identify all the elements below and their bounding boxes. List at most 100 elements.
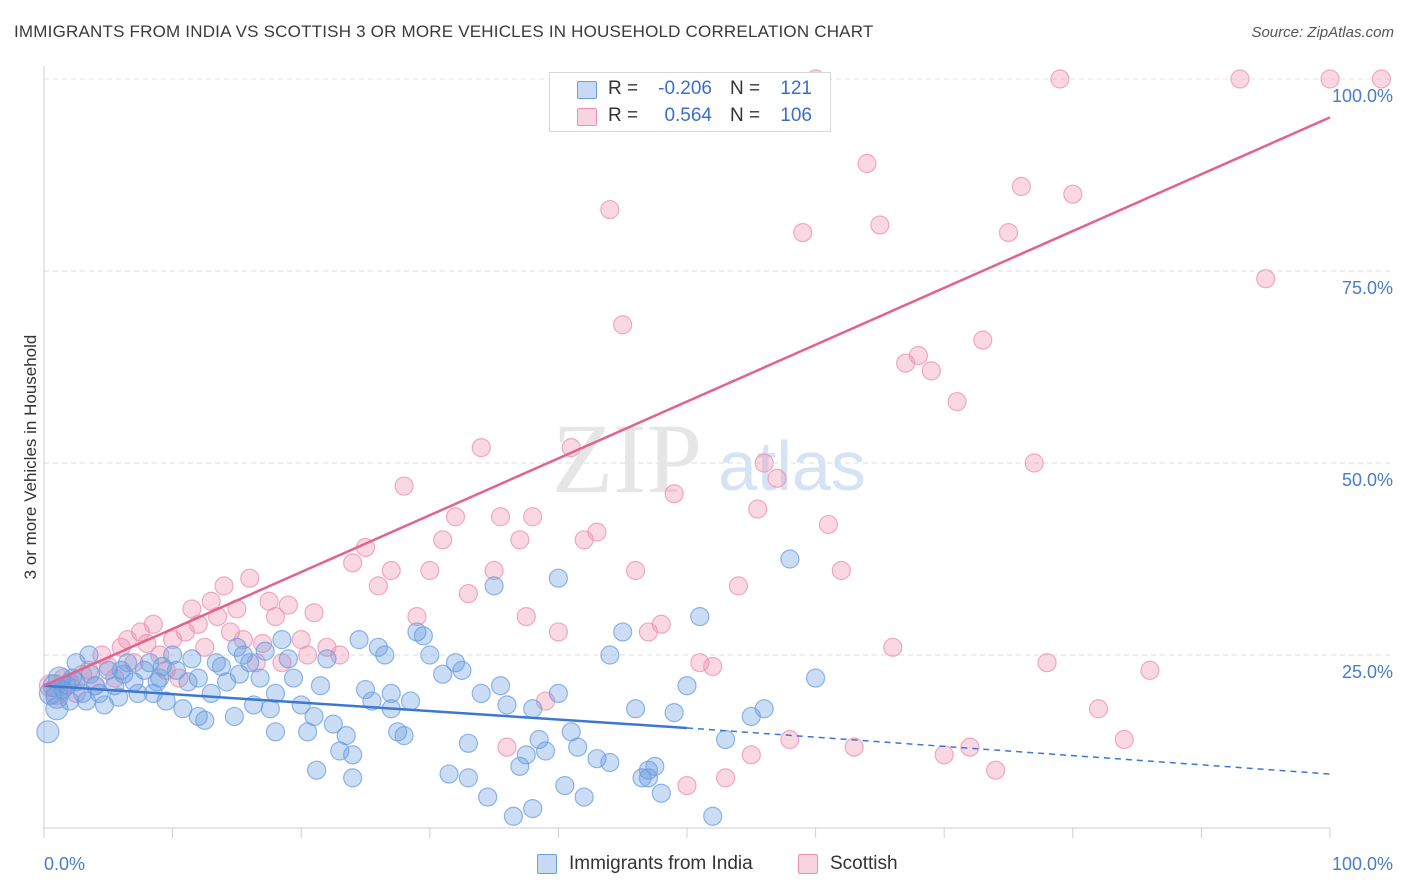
scottish-point: [253, 633, 273, 654]
scottish-point: [818, 514, 839, 535]
legend-n-label: N =: [730, 105, 761, 126]
india-point: [805, 668, 826, 688]
legend-swatch-scottish: [577, 108, 597, 126]
scottish-point: [484, 560, 504, 581]
india-point: [278, 649, 298, 669]
scottish-point: [1371, 69, 1392, 89]
scottish-point: [143, 614, 163, 634]
india-point: [458, 768, 478, 788]
india-point: [780, 549, 800, 569]
axes: [43, 66, 1331, 838]
scottish-point: [754, 453, 774, 473]
grid-lines: [44, 78, 1392, 656]
y-tick-label: 75.0%: [1342, 278, 1393, 298]
scottish-point: [471, 438, 491, 458]
scottish-point: [368, 576, 388, 596]
india-point: [690, 606, 710, 627]
india-point: [178, 672, 198, 692]
india-point: [433, 664, 453, 684]
india-point: [664, 702, 684, 723]
india-point: [715, 729, 736, 750]
scottish-trend-line: [43, 116, 1331, 687]
legend-row-scottish: R = 0.564 N = 106: [550, 103, 830, 129]
india-point: [452, 660, 472, 680]
india-point: [368, 637, 388, 657]
scottish-point: [497, 737, 517, 757]
scottish-point: [831, 560, 851, 581]
india-point: [188, 706, 208, 727]
india-point: [349, 630, 369, 650]
india-point: [233, 645, 253, 665]
legend-r-label: R =: [608, 78, 639, 99]
india-point: [394, 726, 414, 746]
india-point: [503, 806, 523, 826]
scottish-point: [651, 614, 671, 634]
india-point: [516, 745, 536, 765]
india-point: [600, 752, 620, 773]
india-point: [173, 699, 193, 719]
scottish-point: [625, 560, 646, 581]
india-point: [535, 741, 556, 761]
watermark-zip: ZIP: [552, 403, 702, 514]
india-point: [108, 687, 129, 707]
india-point: [307, 760, 327, 780]
scottish-point: [1230, 69, 1250, 89]
legend-label-india: Immigrants from India: [569, 853, 753, 874]
scottish-point: [1320, 69, 1340, 89]
scottish-point: [233, 630, 253, 650]
india-point: [240, 653, 260, 673]
scottish-point: [947, 391, 967, 412]
scottish-point: [433, 530, 453, 550]
india-point: [227, 637, 247, 657]
india-point: [645, 756, 665, 776]
india-trend-line: [43, 684, 688, 730]
scottish-point: [998, 223, 1019, 243]
scottish-point: [1140, 660, 1160, 680]
y-axis-label: 3 or more Vehicles in Household: [21, 335, 40, 580]
india-point: [703, 806, 723, 826]
india-point: [478, 787, 498, 807]
scottish-point: [523, 507, 543, 527]
legend-n-value: 121: [780, 78, 812, 99]
scottish-point: [394, 476, 414, 496]
india-point: [250, 668, 270, 688]
india-point: [265, 683, 286, 704]
india-point: [529, 729, 549, 750]
scottish-point: [715, 768, 736, 788]
india-point: [638, 768, 659, 788]
scottish-point: [780, 729, 800, 750]
india-point: [677, 676, 697, 696]
india-point: [156, 691, 176, 711]
scottish-point: [767, 468, 787, 488]
india-point: [139, 653, 160, 673]
india-point: [490, 676, 511, 696]
y-tick-label: 25.0%: [1342, 662, 1393, 682]
scottish-point: [1114, 729, 1134, 750]
india-point: [343, 745, 363, 765]
india-point: [555, 775, 575, 796]
india-point: [587, 749, 607, 769]
scottish-point: [934, 745, 954, 765]
scottish-point: [613, 315, 633, 335]
scottish-point: [677, 775, 697, 796]
india-point: [523, 798, 543, 819]
scottish-point: [510, 530, 530, 550]
chart-title: IMMIGRANTS FROM INDIA VS SCOTTISH 3 OR M…: [14, 22, 874, 41]
scottish-point: [343, 553, 363, 573]
scottish-point: [703, 656, 723, 677]
scottish-point: [870, 215, 890, 235]
scottish-point: [690, 653, 710, 673]
india-point: [310, 676, 331, 696]
legend-swatch-india: [577, 81, 597, 99]
source-label: Source: ZipAtlas.com: [1251, 24, 1394, 41]
india-point: [445, 653, 466, 673]
scottish-point: [420, 560, 440, 581]
scottish-point: [195, 637, 215, 657]
y-tick-label: 100.0%: [1332, 86, 1393, 106]
correlation-legend: R = -0.206 N = 121 R = 0.564 N = 106: [549, 72, 831, 132]
india-point: [574, 787, 594, 807]
india-point: [188, 668, 208, 688]
scottish-point: [445, 507, 466, 527]
india-point: [632, 768, 652, 788]
india-point: [317, 649, 337, 669]
